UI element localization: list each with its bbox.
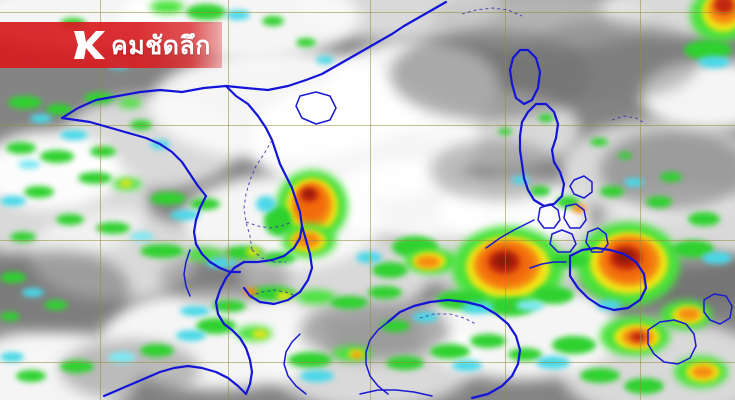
k-logo-icon [72,30,106,60]
channel-logo-text: คมชัดลึก [111,30,211,60]
channel-logo-banner: คมชัดลึก [0,22,222,68]
